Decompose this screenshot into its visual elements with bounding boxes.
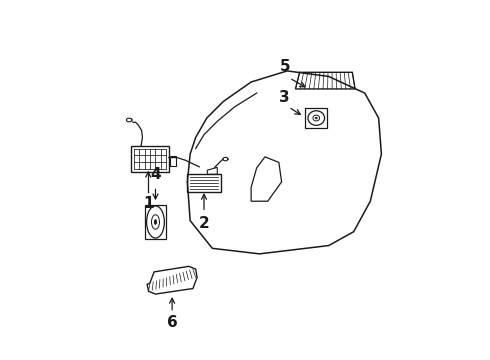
Text: 1: 1 <box>143 195 153 211</box>
Ellipse shape <box>315 117 317 119</box>
Text: 4: 4 <box>150 167 161 183</box>
Text: 3: 3 <box>279 90 290 105</box>
Text: 5: 5 <box>280 59 291 74</box>
Text: 2: 2 <box>198 216 209 231</box>
Ellipse shape <box>154 220 157 224</box>
Text: 6: 6 <box>167 315 177 330</box>
